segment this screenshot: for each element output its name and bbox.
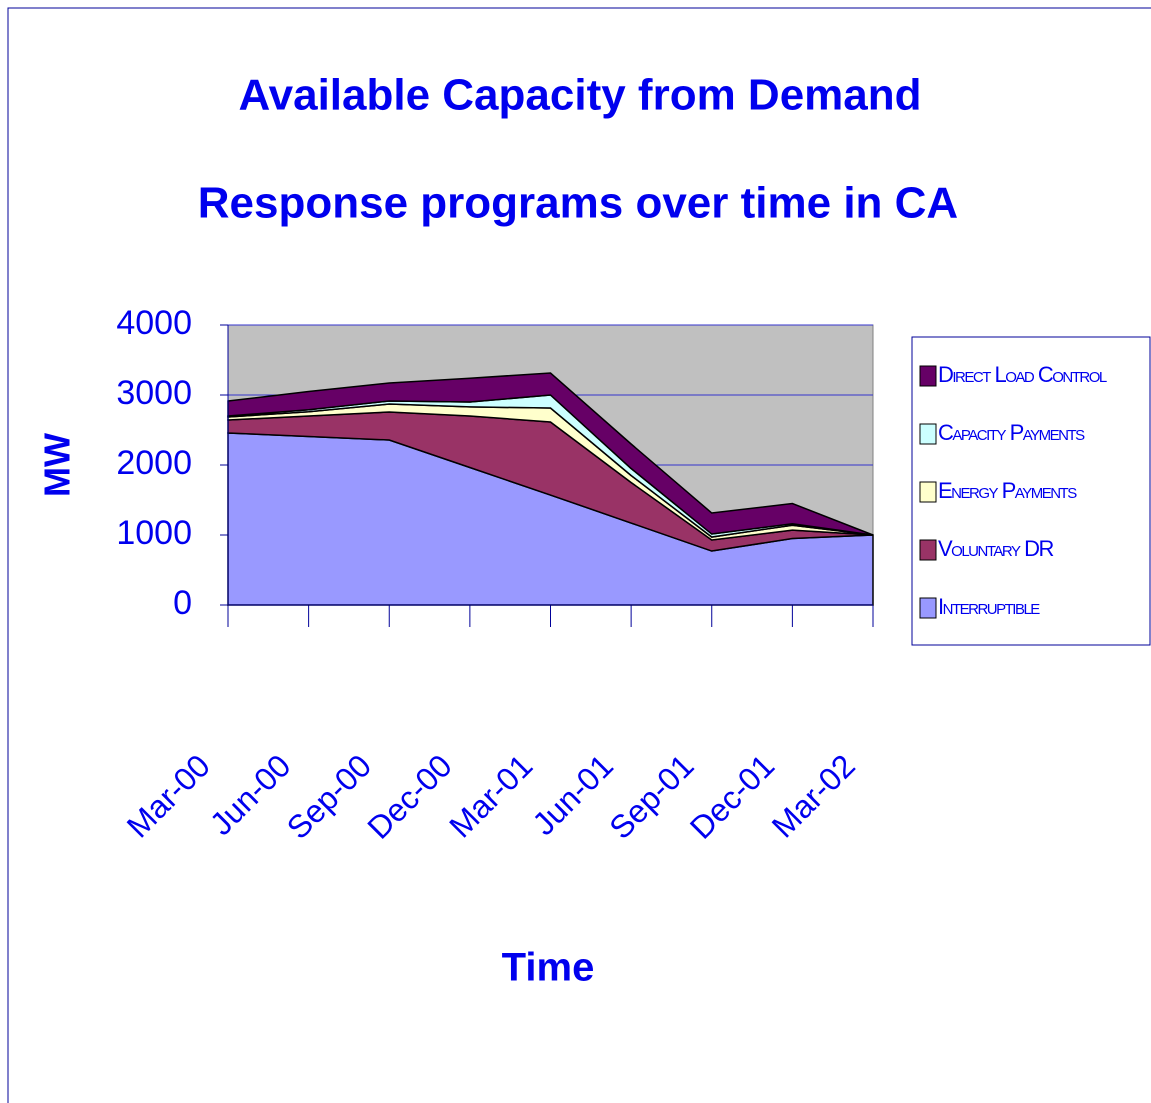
legend-swatch (919, 365, 937, 387)
y-tick-label: 4000 (116, 304, 192, 342)
legend-label: Interruptible (938, 594, 1040, 619)
area (227, 372, 874, 536)
legend-label: Capacity Payments (938, 420, 1085, 445)
legend-swatch (919, 423, 937, 445)
y-tick-label: 3000 (116, 374, 192, 412)
y-axis-label: MW (37, 433, 78, 497)
y-tick-label: 0 (173, 584, 192, 622)
y-tick-label: 2000 (116, 444, 192, 482)
legend-label: Direct Load Control (938, 362, 1107, 387)
x-axis-label: Time (502, 946, 595, 990)
chart-title: Available Capacity from Demand (238, 71, 921, 120)
legend-swatch (919, 481, 937, 503)
legend-box (911, 336, 1151, 646)
legend-label: Energy Payments (938, 478, 1077, 503)
y-tick-label: 1000 (116, 514, 192, 552)
legend-label: Voluntary DR (938, 536, 1053, 561)
chart-title: Response programs over time in CA (198, 179, 958, 228)
legend-swatch (919, 539, 937, 561)
legend-swatch (919, 597, 937, 619)
